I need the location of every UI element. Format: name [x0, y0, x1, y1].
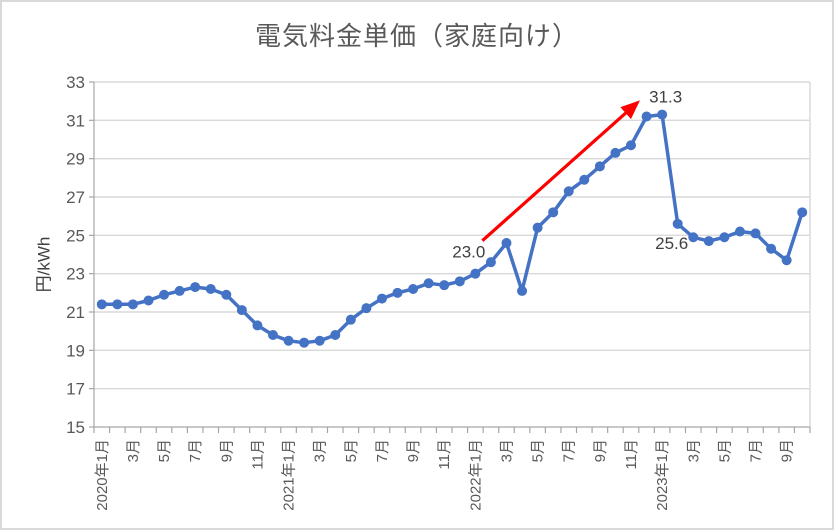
- x-tick-label: 5月: [530, 439, 547, 462]
- data-point: [719, 232, 730, 243]
- series-line: [100, 112, 804, 345]
- y-tick-label: 23: [66, 265, 85, 284]
- x-tick-label: 7月: [187, 439, 204, 462]
- y-tick-label: 31: [66, 111, 85, 130]
- x-tick-label: 9月: [592, 439, 609, 462]
- data-point: [454, 276, 465, 287]
- data-point: [361, 303, 372, 314]
- data-point: [610, 147, 621, 158]
- data-point: [657, 109, 668, 120]
- data-point: [376, 293, 387, 304]
- data-point: [190, 282, 201, 293]
- x-tick-label: 3月: [125, 439, 142, 462]
- data-point: [423, 278, 434, 289]
- x-tick-label: 7月: [374, 439, 391, 462]
- y-tick-label: 33: [66, 73, 85, 92]
- data-point: [143, 295, 154, 306]
- x-tick-label: 5月: [156, 439, 173, 462]
- x-tick-label: 3月: [498, 439, 515, 462]
- y-tick-label: 29: [66, 150, 85, 169]
- data-point: [470, 268, 481, 279]
- data-point: [579, 174, 590, 185]
- x-tick-label: 3月: [312, 439, 329, 462]
- data-point: [734, 226, 745, 237]
- x-tick-label: 5月: [716, 439, 733, 462]
- data-label: 23.0: [452, 243, 485, 262]
- data-point: [96, 299, 107, 310]
- data-point: [563, 186, 574, 197]
- x-tick-label: 7月: [748, 439, 765, 462]
- data-label: 25.6: [655, 234, 688, 253]
- data-point: [408, 284, 419, 294]
- data-point: [532, 222, 543, 233]
- x-tick-label: 2023年1月: [654, 439, 671, 511]
- data-point: [205, 284, 216, 294]
- chart-title: 電気料金単価（家庭向け）: [254, 21, 579, 51]
- data-point: [501, 238, 512, 248]
- data-point: [766, 243, 777, 254]
- data-point: [174, 285, 185, 296]
- data-point: [345, 314, 356, 325]
- y-tick-label: 19: [66, 341, 85, 360]
- data-point: [688, 232, 699, 243]
- x-tick-label: 7月: [561, 439, 578, 462]
- data-point: [392, 287, 403, 298]
- x-tick-label: 2020年1月: [94, 439, 111, 511]
- data-point: [548, 207, 559, 218]
- y-tick-label: 21: [66, 303, 85, 322]
- data-point: [517, 285, 528, 296]
- data-point: [283, 335, 294, 346]
- data-point: [221, 289, 232, 300]
- x-tick-label: 11月: [436, 439, 453, 470]
- data-point: [750, 228, 761, 239]
- data-point: [797, 207, 808, 218]
- y-axis-title: 円/kWh: [34, 236, 54, 293]
- data-point: [781, 255, 792, 266]
- y-tick-label: 17: [66, 380, 85, 399]
- data-point: [112, 299, 123, 310]
- x-tick-label: 11月: [249, 439, 266, 470]
- trend-arrow: [481, 100, 640, 242]
- data-label: 31.3: [649, 88, 682, 107]
- x-tick-label: 2022年1月: [467, 439, 484, 511]
- x-tick-label: 11月: [623, 439, 640, 470]
- x-tick-label: 9月: [779, 439, 796, 462]
- data-point: [672, 218, 683, 229]
- data-point: [330, 330, 341, 340]
- data-point: [252, 320, 263, 331]
- data-point: [236, 305, 247, 316]
- data-point: [439, 280, 450, 291]
- data-point: [641, 111, 652, 122]
- x-tick-label: 3月: [685, 439, 702, 462]
- data-point: [268, 330, 278, 340]
- x-tick-label: 9月: [218, 439, 235, 462]
- data-point: [703, 236, 714, 247]
- data-point: [127, 299, 138, 310]
- data-point: [594, 161, 605, 172]
- x-tick-label: 9月: [405, 439, 422, 462]
- y-tick-label: 27: [66, 188, 85, 207]
- x-tick-label: 2021年1月: [281, 439, 298, 511]
- data-point: [314, 335, 325, 346]
- y-tick-label: 25: [66, 226, 85, 245]
- data-point: [485, 257, 496, 268]
- data-point: [299, 337, 310, 348]
- data-point: [626, 140, 636, 151]
- y-tick-label: 15: [66, 418, 85, 437]
- x-tick-label: 5月: [343, 439, 360, 462]
- data-point: [159, 289, 170, 300]
